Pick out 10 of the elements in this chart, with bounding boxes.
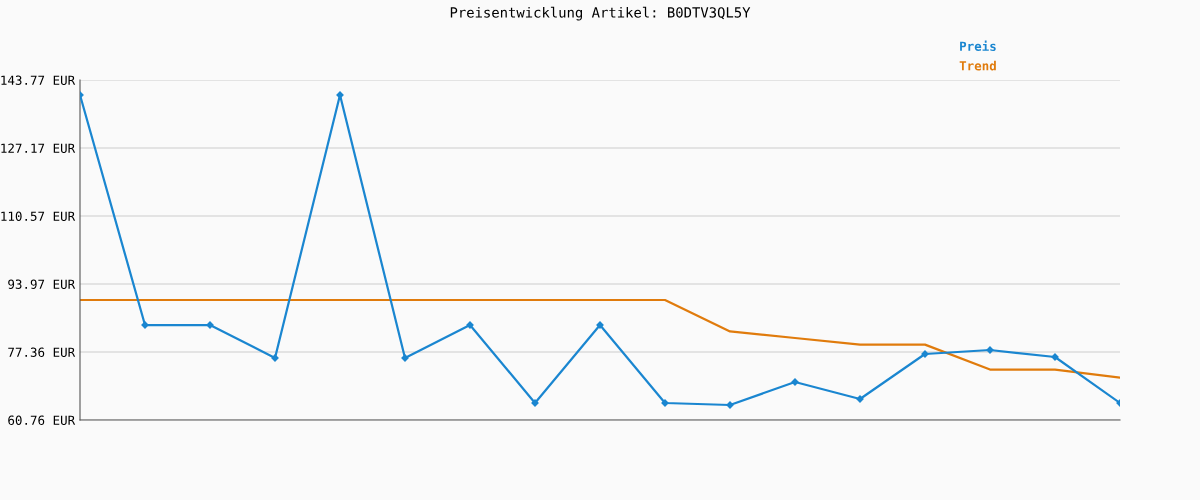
y-tick-label: 110.57 EUR xyxy=(1,211,76,221)
y-tick-label: 143.77 EUR xyxy=(1,75,76,85)
y-tick-label: 77.36 EUR xyxy=(8,347,76,357)
text: Trend xyxy=(959,60,996,71)
y-tick-label: 60.76 EUR xyxy=(8,415,76,425)
y-tick-label: 127.17 EUR xyxy=(1,143,76,153)
text: Preis xyxy=(960,40,996,51)
y-tick-label: 93.97 EUR xyxy=(8,279,76,289)
chart-title: Preisentwicklung Artikel: B0DTV3QL5Y xyxy=(450,6,751,21)
line-series xyxy=(80,298,1120,379)
